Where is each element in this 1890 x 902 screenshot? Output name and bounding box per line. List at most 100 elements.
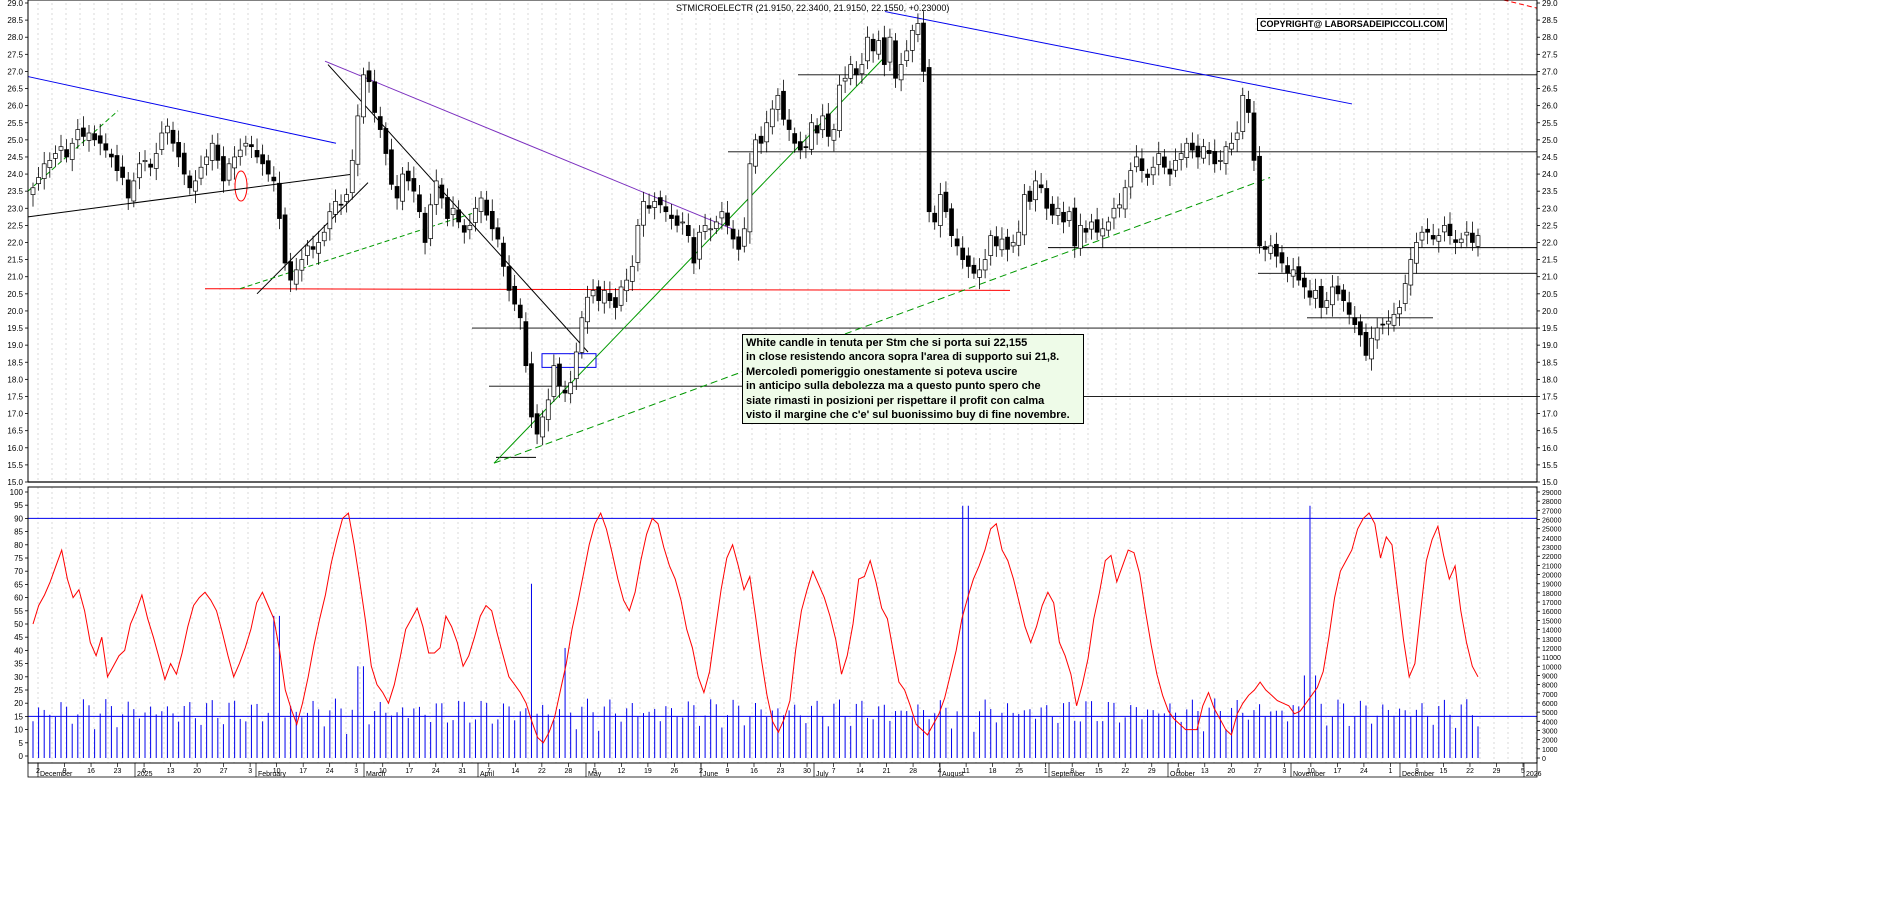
day-tick-label: 18 [989, 768, 997, 775]
candle-body [1358, 321, 1363, 336]
candle-body [400, 173, 406, 202]
price-tick-label-left: 27.5 [7, 50, 23, 59]
candle-body [1111, 207, 1117, 219]
price-tick-label-right: 15.0 [1542, 478, 1558, 487]
candle-body [221, 156, 226, 182]
volume-tick-label: 22000 [1542, 554, 1562, 561]
candle-body [859, 64, 865, 75]
day-tick-label: 3 [1282, 768, 1286, 775]
candle-body [887, 36, 893, 63]
candle-body [534, 413, 540, 435]
price-tick-label-right: 23.0 [1542, 204, 1558, 213]
day-tick-label: 7 [832, 768, 836, 775]
trend-line [884, 11, 1353, 105]
volume-tick-label: 21000 [1542, 563, 1562, 570]
candle-body [741, 228, 747, 247]
trend-line [27, 173, 354, 218]
candle-body [1458, 238, 1464, 244]
trend-line [493, 177, 1271, 464]
oscillator-panel-border [27, 486, 1538, 764]
candle-body [1352, 317, 1358, 325]
candle-body [1206, 150, 1212, 154]
candle-body [254, 150, 260, 158]
month-label: October [1170, 771, 1196, 778]
oscillator-tick-label: 0 [19, 752, 24, 761]
candle-body [579, 317, 585, 353]
candle-body [1447, 223, 1453, 237]
comment-line: White candle in tenuta per Stm che si po… [746, 337, 1028, 349]
candle-body [1257, 155, 1262, 247]
price-tick-label-left: 22.5 [7, 221, 23, 230]
candle-body [1044, 188, 1050, 209]
oscillator-tick-label: 30 [14, 673, 23, 682]
analysis-comment: White candle in tenuta per Stm che si po… [742, 334, 1084, 425]
candle-body [181, 152, 187, 175]
highlight-ellipse [234, 170, 248, 202]
volume-tick-label: 5000 [1542, 710, 1558, 717]
candle-body [137, 163, 142, 179]
volume-tick-label: 25000 [1542, 527, 1562, 534]
price-tick-label-left: 18.0 [7, 375, 23, 384]
candle-body [1134, 156, 1139, 168]
candle-body [657, 197, 663, 206]
price-tick-label-left: 19.5 [7, 324, 23, 333]
candle-body [629, 266, 635, 282]
month-label: July [816, 771, 829, 778]
volume-tick-label: 4000 [1542, 719, 1558, 726]
candle-body [1021, 194, 1027, 236]
price-tick-label-right: 26.5 [1542, 85, 1558, 94]
candle-body [467, 225, 473, 231]
candle-body [926, 67, 932, 213]
month-label: April [480, 771, 494, 778]
candle-body [411, 178, 417, 192]
volume-tick-label: 29000 [1542, 490, 1562, 497]
candle-body [960, 247, 966, 260]
candle-body [1083, 228, 1089, 233]
day-tick-label: 7 [487, 768, 491, 775]
day-tick-label: 13 [167, 768, 175, 775]
candle-body [680, 221, 686, 224]
volume-tick-label: 15000 [1542, 618, 1562, 625]
candle-body [663, 206, 669, 213]
price-tick-label-right: 21.0 [1542, 273, 1558, 282]
volume-tick-label: 1000 [1542, 747, 1558, 754]
day-tick-label: 21 [883, 768, 891, 775]
candle-body [333, 201, 338, 215]
day-tick-label: 24 [1360, 768, 1368, 775]
candle-body [355, 115, 361, 165]
candle-body [495, 227, 501, 240]
day-tick-label: 30 [803, 768, 811, 775]
volume-tick-label: 7000 [1542, 692, 1558, 699]
price-tick-label-left: 21.5 [7, 256, 23, 265]
candle-body [1033, 180, 1038, 201]
oscillator-line [28, 511, 1537, 744]
candle-body [624, 279, 630, 292]
candle-body [1178, 153, 1184, 160]
candle-body [215, 144, 221, 161]
price-tick-label-right: 24.0 [1542, 170, 1558, 179]
candle-body [383, 128, 389, 154]
candle-body [1038, 184, 1044, 189]
oscillator-tick-label: 50 [14, 620, 23, 629]
candle-body [1055, 207, 1061, 216]
price-tick-label-left: 19.0 [7, 341, 23, 350]
candle-body [635, 225, 641, 263]
candle-body [1229, 142, 1234, 150]
price-tick-label-right: 22.5 [1542, 221, 1558, 230]
candle-body [30, 187, 36, 195]
volume-tick-label: 20000 [1542, 573, 1562, 580]
price-tick-label-left: 20.0 [7, 307, 23, 316]
candle-body [607, 293, 613, 302]
candle-body [277, 182, 282, 219]
price-tick-label-right: 22.0 [1542, 239, 1558, 248]
candle-body [988, 235, 994, 256]
candle-body [226, 163, 232, 181]
candle-body [299, 259, 305, 271]
candle-body [271, 176, 277, 182]
oscillator-tick-label: 35 [14, 660, 23, 669]
day-tick-label: 22 [1466, 768, 1474, 775]
candle-body [713, 221, 719, 229]
month-label: February [258, 771, 287, 778]
volume-tick-label: 26000 [1542, 518, 1562, 525]
candle-body [646, 205, 652, 209]
